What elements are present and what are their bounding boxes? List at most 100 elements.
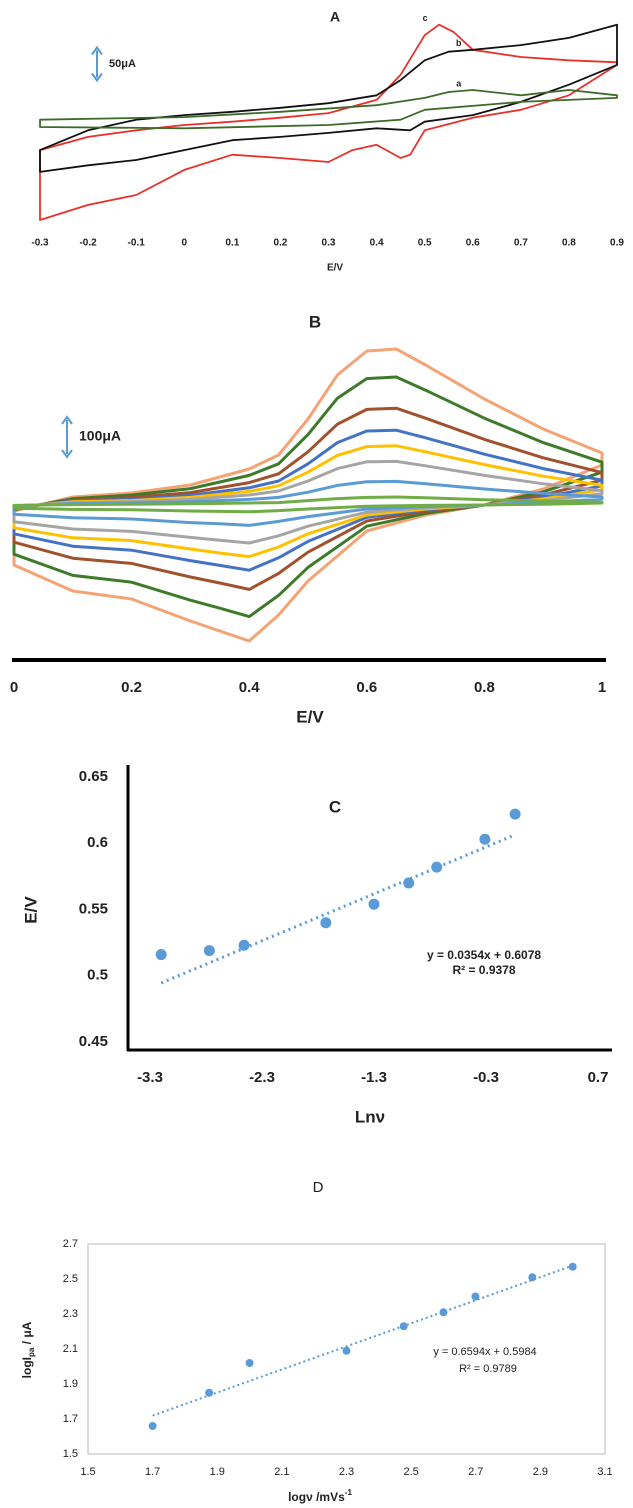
- x-axis-label: logν /mVs-1: [288, 1488, 352, 1504]
- x-tick-label: 0.2: [121, 679, 142, 696]
- data-point: [403, 877, 415, 889]
- trendline-equation: y = 0.0354x + 0.6078: [427, 948, 541, 962]
- y-axis-label-rest: / μA: [20, 1321, 34, 1347]
- y-axis-label: E/V: [21, 896, 40, 924]
- cv-curve: [39, 23, 618, 173]
- data-point: [245, 1359, 254, 1367]
- y-tick-label: 1.5: [63, 1448, 78, 1460]
- x-tick-label: -0.3: [31, 238, 49, 249]
- cv-curve: [12, 479, 604, 527]
- data-point: [205, 1388, 214, 1397]
- data-point: [471, 1292, 480, 1301]
- cv-curve: [12, 459, 604, 545]
- panel-title: D: [313, 1179, 324, 1196]
- x-tick-label: 2.5: [403, 1466, 418, 1478]
- x-tick-label: 0.5: [418, 238, 432, 249]
- x-tick-label: -3.3: [137, 1069, 163, 1086]
- x-tick-label: 1: [598, 679, 606, 696]
- data-point: [148, 1422, 157, 1430]
- x-axis-label: E/V: [296, 707, 324, 726]
- x-tick-label: 0: [181, 238, 187, 249]
- scale-bar-arrow: [61, 415, 73, 459]
- data-point: [479, 833, 491, 845]
- x-tick-label: -0.1: [128, 238, 146, 249]
- panel-title: C: [329, 797, 341, 816]
- x-axis-label-main: logν /mVs: [288, 1490, 345, 1504]
- cv-curve: [12, 495, 604, 514]
- cv-curve: [12, 444, 604, 559]
- y-tick-label: 2.7: [63, 1238, 78, 1250]
- data-point: [439, 1308, 448, 1317]
- x-tick-label: 0: [10, 679, 18, 696]
- panel-title: A: [330, 9, 340, 25]
- curve-label: c: [423, 13, 428, 23]
- y-tick-label: 0.6: [87, 834, 108, 851]
- x-tick-label: 0.7: [588, 1069, 609, 1086]
- x-tick-label: 2.7: [468, 1466, 483, 1478]
- x-tick-label: 0.8: [474, 679, 495, 696]
- x-tick-label: 2.1: [274, 1466, 289, 1478]
- x-tick-label: 0.6: [466, 238, 480, 249]
- cv-curve: [12, 375, 604, 619]
- x-tick-label: 2.3: [339, 1466, 354, 1478]
- curve-label: b: [456, 38, 462, 48]
- cv-curve: [12, 406, 604, 591]
- x-tick-label: 3.1: [597, 1466, 612, 1478]
- data-point: [509, 808, 521, 820]
- y-tick-label: 0.65: [79, 768, 108, 785]
- data-point: [342, 1346, 351, 1355]
- r-squared: R² = 0.9789: [459, 1363, 517, 1375]
- x-tick-label: -2.3: [249, 1069, 275, 1086]
- data-point: [320, 917, 332, 929]
- x-tick-label: -1.3: [361, 1069, 387, 1086]
- data-point: [528, 1273, 537, 1282]
- plot-frame: [87, 1243, 606, 1455]
- x-tick-label: 1.9: [210, 1466, 225, 1478]
- y-tick-label: 2.1: [63, 1343, 78, 1355]
- y-tick-label: 1.9: [63, 1378, 78, 1390]
- data-point: [238, 939, 250, 951]
- x-tick-label: 0.7: [514, 238, 528, 249]
- cv-curve: [12, 347, 604, 643]
- y-tick-label: 0.5: [87, 967, 108, 984]
- data-point: [568, 1262, 577, 1271]
- y-tick-label: 2.5: [63, 1273, 78, 1285]
- trendline: [160, 833, 516, 985]
- y-tick-label: 2.3: [63, 1308, 78, 1320]
- x-tick-label: -0.3: [473, 1069, 499, 1086]
- x-tick-label: 0.2: [273, 238, 287, 249]
- data-point: [203, 945, 215, 957]
- cv-curve: [39, 89, 618, 130]
- data-point: [155, 949, 167, 961]
- y-tick-label: 0.45: [79, 1033, 108, 1050]
- x-axis-label-sup: -1: [345, 1488, 353, 1497]
- data-point: [431, 861, 443, 873]
- x-tick-label: 2.9: [533, 1466, 548, 1478]
- x-tick-label: 0.6: [356, 679, 377, 696]
- data-point: [368, 898, 380, 910]
- x-axis-label: Lnν: [355, 1107, 385, 1126]
- scale-bar-label: 100μA: [79, 428, 121, 444]
- curve-label: a: [456, 78, 462, 88]
- scale-bar-arrow: [91, 45, 103, 83]
- x-tick-label: 0.8: [562, 238, 576, 249]
- x-tick-label: 1.7: [145, 1466, 160, 1478]
- y-tick-label: 0.55: [79, 900, 108, 917]
- x-tick-label: 0.4: [239, 679, 261, 696]
- x-tick-label: 0.1: [225, 238, 239, 249]
- x-tick-label: 0.4: [370, 238, 384, 249]
- data-point: [399, 1322, 408, 1331]
- y-tick-label: 1.7: [63, 1413, 78, 1425]
- y-axis-label: logIpa / μA: [20, 1321, 36, 1378]
- trendline: [152, 1264, 574, 1417]
- panel-title: B: [309, 312, 321, 331]
- y-axis-label-sub: pa: [27, 1347, 36, 1357]
- scale-bar-label: 50μA: [109, 58, 136, 70]
- trendline-equation: y = 0.6594x + 0.5984: [433, 1346, 536, 1358]
- x-axis-label: E/V: [327, 263, 343, 274]
- cv-curve: [12, 428, 604, 572]
- r-squared: R² = 0.9378: [452, 963, 515, 977]
- x-tick-label: 1.5: [80, 1466, 95, 1478]
